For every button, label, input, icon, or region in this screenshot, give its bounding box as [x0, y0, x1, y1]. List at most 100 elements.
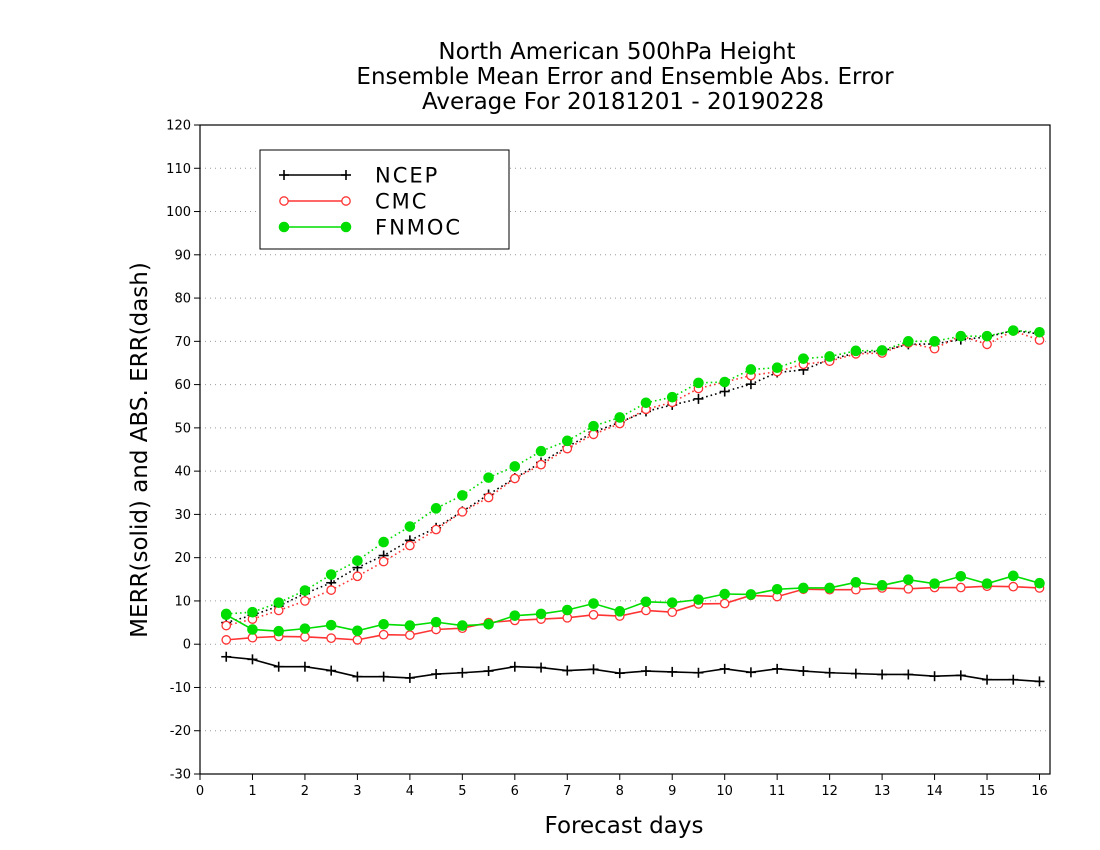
x-tick-label: 1: [248, 784, 256, 799]
x-tick-label: 10: [716, 784, 733, 799]
ncep-merr-point: [326, 665, 337, 676]
ncep-merr-point: [903, 669, 914, 680]
ncep-merr-point: [273, 661, 284, 672]
y-axis: -30 -20 -10 0 10 20 30 40 50 60 70 80 90 100 110 120: [166, 119, 200, 783]
legend-marker-start: [279, 196, 289, 206]
cmc-merr-point: [1008, 581, 1019, 592]
fnmoc-abs-err-point: [824, 351, 835, 362]
fnmoc-abs-err-point: [404, 521, 416, 532]
cmc-abs-err-point: [300, 596, 310, 606]
x-tick-label: 14: [926, 784, 943, 799]
ncep-merr-point: [955, 670, 966, 681]
fnmoc-merr-point: [378, 618, 389, 630]
fnmoc-merr-point: [745, 589, 757, 600]
fnmoc-abs-err-point: [903, 336, 914, 347]
ncep-merr-point: [850, 668, 861, 679]
fnmoc-merr-point: [903, 574, 914, 586]
fnmoc-merr-point: [299, 623, 311, 634]
fnmoc-merr-point: [771, 583, 783, 595]
cmc-abs-err-point: [405, 540, 415, 551]
x-tick-label: 11: [769, 784, 786, 799]
x-tick-label: 2: [301, 784, 309, 799]
legend-label-cmc: CMC: [375, 190, 428, 214]
fnmoc-abs-err-point: [771, 362, 783, 374]
chart-title: North American 500hPa Height Ensemble Me…: [356, 39, 894, 115]
series-cmc: [221, 326, 1045, 645]
x-tick-label: 9: [668, 784, 676, 799]
cmc-merr-point: [221, 635, 232, 645]
cmc-abs-err-point: [483, 492, 494, 503]
fnmoc-abs-err-point: [457, 490, 468, 501]
legend-item-ncep: NCEP: [279, 164, 437, 188]
legend-marker-end: [341, 170, 351, 180]
ncep-merr-point: [982, 674, 993, 685]
y-tick-label: 30: [174, 508, 191, 523]
series-layer: [220, 325, 1045, 687]
x-tick-label: 8: [616, 784, 624, 799]
x-tick-label: 5: [458, 784, 466, 799]
ncep-abs-err-point: [693, 393, 704, 404]
y-tick-label: 40: [174, 465, 191, 480]
fnmoc-merr-point: [693, 594, 704, 605]
fnmoc-merr-point: [1007, 570, 1019, 582]
fnmoc-abs-err-point: [955, 330, 967, 342]
fnmoc-merr-point: [798, 582, 809, 594]
cmc-abs-err-point: [509, 473, 520, 484]
fnmoc-abs-err-point: [273, 597, 285, 608]
fnmoc-merr-point: [273, 625, 285, 637]
fnmoc-abs-err-point: [614, 412, 626, 423]
legend-item-cmc: CMC: [279, 190, 428, 214]
fnmoc-merr-point: [850, 577, 862, 588]
fnmoc-abs-err-point: [535, 445, 547, 457]
fnmoc-abs-err-point: [378, 536, 389, 548]
cmc-abs-err-point: [378, 556, 389, 567]
cmc-abs-err-point: [536, 459, 546, 470]
ncep-merr-point: [431, 669, 442, 680]
ncep-merr-point: [299, 661, 310, 672]
cmc-merr-point: [719, 598, 730, 609]
y-tick-label: 60: [174, 378, 191, 393]
y-tick-label: 80: [174, 292, 191, 307]
fnmoc-merr-point: [325, 619, 337, 631]
legend-marker-start: [279, 170, 289, 180]
ncep-merr-point: [352, 671, 363, 682]
fnmoc-merr-point: [430, 616, 442, 628]
series-ncep: [221, 325, 1045, 687]
ncep-merr-point: [719, 663, 730, 674]
legend-box: [259, 149, 510, 250]
legend-label-fnmoc: FNMOC: [375, 216, 462, 240]
fnmoc-merr-point: [981, 578, 993, 589]
fnmoc-merr-point: [483, 618, 494, 630]
fnmoc-merr-point: [824, 582, 835, 594]
fnmoc-abs-err-point: [430, 503, 442, 514]
x-tick-label: 3: [353, 784, 361, 799]
fnmoc-merr-point: [220, 609, 232, 621]
y-tick-label: 100: [166, 205, 191, 220]
ncep-merr-point: [1008, 674, 1019, 685]
y-tick-label: 70: [174, 335, 191, 350]
ncep-merr-point: [798, 666, 809, 677]
cmc-merr-point: [326, 633, 337, 643]
cmc-abs-err-point: [352, 571, 363, 582]
fnmoc-merr-point: [955, 570, 967, 582]
ncep-merr-point: [536, 662, 547, 673]
fnmoc-abs-err-point: [666, 391, 678, 403]
fnmoc-abs-err-point: [850, 345, 862, 357]
fnmoc-merr-point: [535, 608, 547, 620]
fnmoc-abs-err-point: [588, 420, 599, 432]
y-tick-label: -30: [170, 768, 191, 783]
y-axis-title: MERR(solid) and ABS. ERR(dash): [127, 262, 153, 638]
legend-item-fnmoc: FNMOC: [278, 216, 462, 240]
legend-marker-start: [278, 221, 290, 233]
cmc-merr-line: [226, 585, 1040, 641]
fnmoc-merr-point: [640, 596, 652, 608]
fnmoc-merr-line: [225, 575, 1040, 633]
fnmoc-abs-err-point: [929, 336, 940, 347]
cmc-abs-err-point: [457, 506, 468, 517]
x-tick-label: 15: [979, 784, 996, 799]
cmc-merr-point: [903, 583, 914, 594]
ncep-abs-err-line: [226, 329, 1040, 624]
fnmoc-abs-err-point: [745, 364, 757, 375]
cmc-merr-point: [667, 607, 678, 618]
